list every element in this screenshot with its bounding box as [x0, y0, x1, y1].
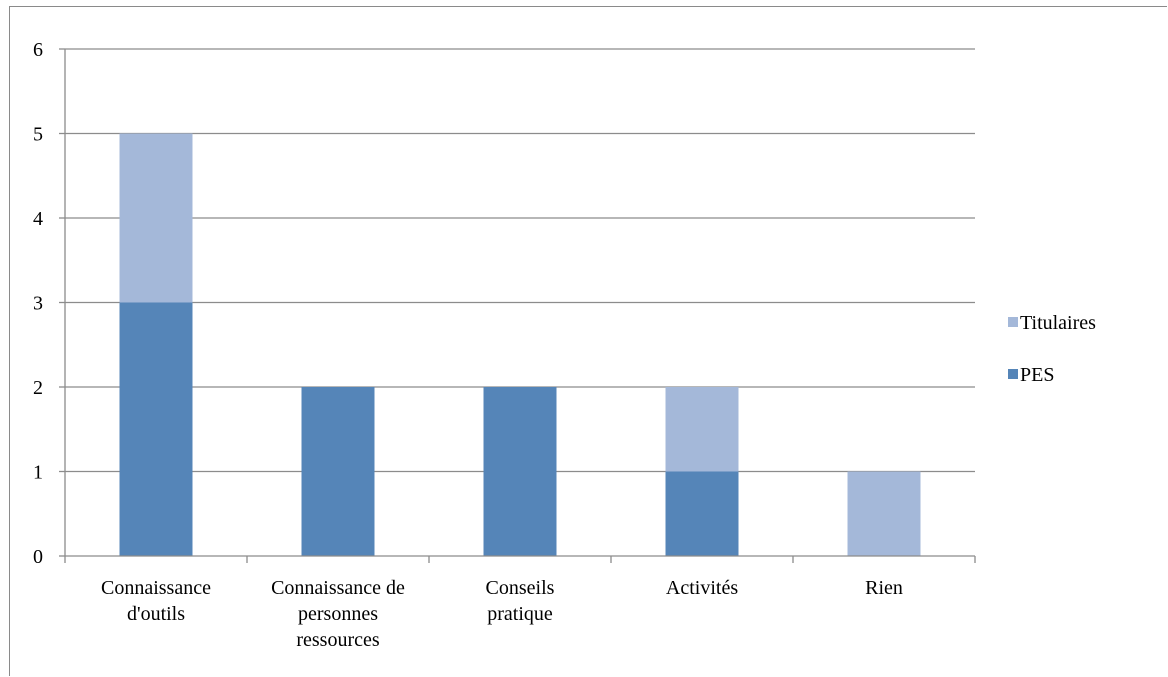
x-category-label: Rien: [865, 577, 903, 599]
legend: Titulaires PES: [1008, 312, 1096, 386]
y-tick-labels: 0 1 2 3 4 5 6: [33, 39, 43, 568]
x-category-label: Connaissance de personnes ressources: [271, 577, 405, 651]
x-category-label: Activités: [666, 577, 738, 599]
y-tick-label: 1: [33, 462, 43, 484]
x-category-label: Conseils pratique: [486, 577, 555, 625]
y-tick-label: 3: [33, 293, 43, 315]
bar-pes-1: [301, 387, 375, 556]
axes: [59, 48, 976, 563]
legend-swatch-pes: [1008, 369, 1018, 379]
bar-titulaires-0: [119, 133, 193, 303]
y-tick-label: 2: [33, 377, 43, 399]
x-category-label: Connaissance d'outils: [101, 577, 211, 625]
y-tick-label: 0: [33, 546, 43, 568]
bar-pes-2: [483, 387, 557, 556]
y-tick-label: 4: [33, 208, 43, 230]
legend-label-titulaires: Titulaires: [1020, 312, 1096, 334]
legend-label-pes: PES: [1020, 364, 1054, 386]
legend-swatch-titulaires: [1008, 317, 1018, 327]
y-tick-label: 5: [33, 124, 43, 146]
y-tick-label: 6: [33, 39, 43, 61]
chart-frame: [9, 6, 1167, 676]
bar-pes-3: [665, 471, 739, 556]
bars: [119, 133, 921, 556]
bar-titulaires-3: [665, 387, 739, 472]
bar-titulaires-4: [847, 471, 921, 556]
bar-pes-0: [119, 302, 193, 556]
x-category-labels: Connaissance d'outils Connaissance de perso…: [101, 577, 903, 651]
